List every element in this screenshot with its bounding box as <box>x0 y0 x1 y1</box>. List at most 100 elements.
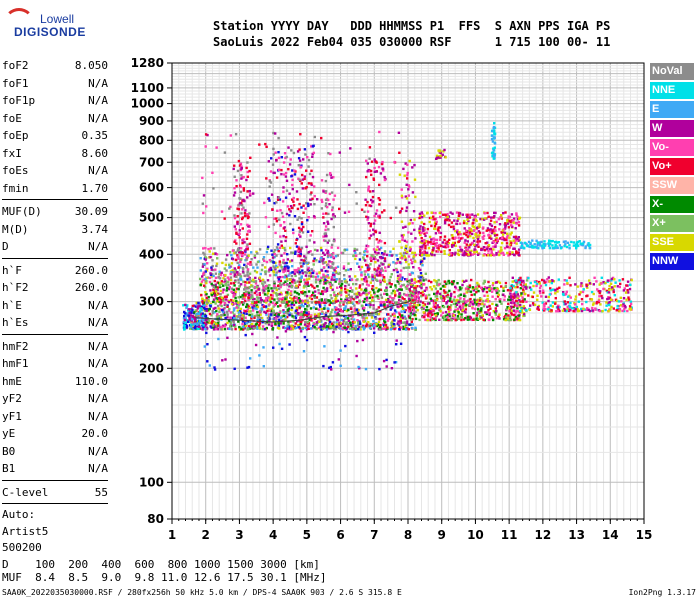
echo-point <box>330 317 333 320</box>
echo-point <box>416 309 419 312</box>
echo-point <box>310 297 313 301</box>
echo-point <box>335 278 338 281</box>
echo-point <box>614 281 617 284</box>
echo-point <box>480 309 483 312</box>
echo-point <box>295 284 298 287</box>
echo-point <box>387 298 390 302</box>
echo-point <box>534 280 537 284</box>
echo-point <box>229 321 232 324</box>
echo-point <box>513 301 516 305</box>
echo-point <box>533 243 536 246</box>
echo-point <box>292 196 295 200</box>
echo-point <box>545 281 548 284</box>
echo-point <box>546 308 550 311</box>
echo-point <box>288 312 292 315</box>
echo-point <box>452 314 455 317</box>
echo-point <box>433 279 436 282</box>
echo-point <box>255 263 258 266</box>
params-separator <box>2 257 108 259</box>
echo-point <box>438 292 442 295</box>
echo-point <box>523 298 526 301</box>
echo-point <box>245 303 249 306</box>
echo-point <box>546 278 549 281</box>
echo-point <box>281 297 284 300</box>
echo-point <box>501 230 505 233</box>
echo-point <box>490 249 493 253</box>
echo-point <box>332 239 335 243</box>
echo-point <box>296 198 299 201</box>
echo-point <box>605 289 609 293</box>
echo-point <box>502 212 505 215</box>
echo-point <box>370 316 374 319</box>
echo-point <box>596 288 599 291</box>
echo-point <box>451 283 454 286</box>
echo-point <box>286 302 290 306</box>
echo-point <box>569 301 572 305</box>
echo-point <box>203 263 206 266</box>
echo-point <box>447 215 451 218</box>
echo-point <box>406 285 409 288</box>
echo-point <box>460 286 464 290</box>
echo-point <box>412 307 416 310</box>
echo-point <box>512 217 516 220</box>
echo-point <box>319 292 323 295</box>
echo-point <box>273 266 277 270</box>
echo-point <box>494 211 497 215</box>
echo-point <box>212 298 216 301</box>
params-group-profile: hmF2 N/A hmF1 N/A hmE 110.0 yF2 N/A yF1 N/A yE 20.0… <box>2 338 108 478</box>
echo-point <box>566 308 569 311</box>
echo-point <box>399 269 403 272</box>
echo-point <box>412 305 415 309</box>
echo-point <box>379 281 382 284</box>
echo-point <box>403 309 406 312</box>
echo-point <box>561 309 564 312</box>
echo-point <box>339 322 342 325</box>
echo-point <box>471 303 475 306</box>
echo-point <box>286 265 289 268</box>
echo-point <box>610 288 614 291</box>
echo-point <box>238 232 241 235</box>
echo-point <box>241 314 244 317</box>
echo-point <box>419 300 422 303</box>
echo-point <box>392 297 396 300</box>
echo-point <box>495 253 498 256</box>
echo-point <box>315 327 318 331</box>
echo-point <box>332 321 335 324</box>
echo-point <box>421 228 424 231</box>
echo-point <box>283 246 286 250</box>
echo-point <box>304 302 307 305</box>
echo-point <box>452 244 455 247</box>
param-label: fxI <box>2 146 22 160</box>
param-label: C-level <box>2 485 49 499</box>
echo-point <box>209 303 212 307</box>
echo-point <box>284 175 288 178</box>
echo-point <box>592 283 595 286</box>
echo-point <box>477 304 480 307</box>
echo-point <box>598 295 601 298</box>
echo-point <box>243 249 247 252</box>
echo-point <box>349 314 353 317</box>
echo-point <box>216 313 219 316</box>
echo-point <box>404 257 407 260</box>
echo-point <box>433 285 436 288</box>
echo-point <box>433 218 436 221</box>
echo-point <box>207 319 211 322</box>
echo-point <box>358 286 361 289</box>
echo-point <box>555 310 558 313</box>
echo-point <box>419 268 422 272</box>
echo-point <box>287 269 290 272</box>
echo-point <box>352 320 355 324</box>
echo-point <box>216 315 219 318</box>
echo-point <box>505 316 508 319</box>
echo-point <box>341 319 345 322</box>
echo-point <box>212 268 215 272</box>
echo-point <box>304 320 307 324</box>
echo-point <box>246 223 249 227</box>
echo-point <box>294 299 297 303</box>
echo-point <box>618 309 621 313</box>
echo-point <box>290 280 294 283</box>
echo-point <box>426 212 429 215</box>
echo-point <box>190 311 193 314</box>
echo-point <box>302 204 305 207</box>
echo-point <box>404 328 408 331</box>
